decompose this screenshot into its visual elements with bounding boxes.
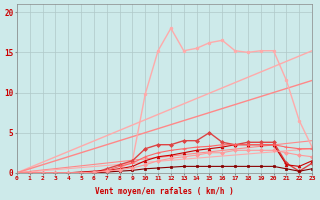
X-axis label: Vent moyen/en rafales ( km/h ): Vent moyen/en rafales ( km/h )	[95, 187, 234, 196]
